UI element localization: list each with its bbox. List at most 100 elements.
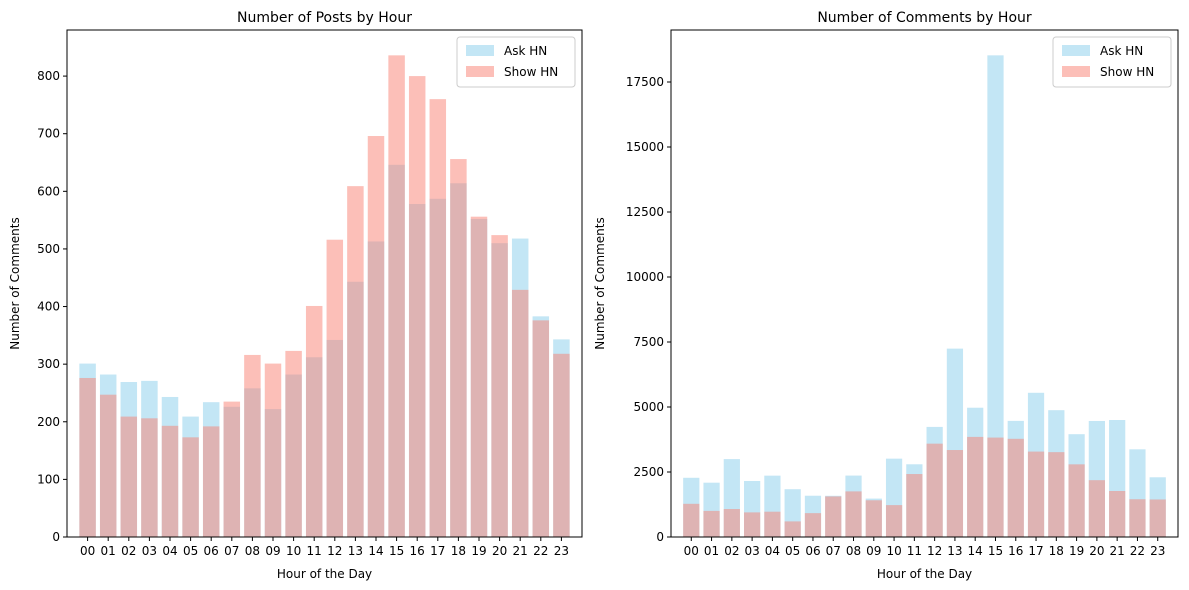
bar-show-hn <box>946 450 964 537</box>
x-axis-label: Hour of the Day <box>877 567 972 581</box>
chart-title: Number of Posts by Hour <box>237 10 412 26</box>
x-tick-label: 16 <box>410 544 425 558</box>
bar-show-hn <box>1068 464 1085 537</box>
bar-show-hn <box>967 436 984 537</box>
bar-show-hn <box>845 491 862 537</box>
bar-show-hn <box>926 443 943 537</box>
bar-show-hn <box>450 159 467 537</box>
x-tick-label: 06 <box>204 544 219 558</box>
bar-show-hn <box>744 512 761 537</box>
x-tick-label: 20 <box>1089 544 1104 558</box>
y-tick-label: 10000 <box>626 270 664 284</box>
bar-show-hn <box>326 239 344 538</box>
bar-show-hn <box>683 503 700 537</box>
bar-show-hn <box>1088 480 1105 537</box>
bar-show-hn <box>1129 499 1146 537</box>
x-tick-label: 21 <box>1110 544 1125 558</box>
y-tick-label: 0 <box>52 530 60 544</box>
y-tick-label: 15000 <box>626 140 664 154</box>
y-tick-label: 800 <box>37 69 60 83</box>
x-tick-label: 10 <box>286 544 301 558</box>
x-tick-label: 14 <box>368 544 383 558</box>
y-axis-label: Number of Comments <box>8 217 22 349</box>
x-tick-label: 05 <box>183 544 198 558</box>
x-tick-label: 17 <box>430 544 445 558</box>
y-tick-label: 2500 <box>633 465 664 479</box>
bar-show-hn <box>388 55 405 537</box>
x-tick-label: 00 <box>80 544 95 558</box>
bar-show-hn <box>182 437 199 537</box>
legend-swatch <box>466 66 494 77</box>
y-tick-label: 200 <box>37 415 60 429</box>
x-tick-label: 09 <box>866 544 881 558</box>
x-tick-label: 11 <box>307 544 322 558</box>
legend: Ask HN Show HN <box>1052 36 1172 88</box>
bar-show-hn <box>825 496 842 537</box>
x-tick-label: 09 <box>265 544 280 558</box>
axes-frame <box>66 29 583 538</box>
y-tick-label: 5000 <box>633 400 664 414</box>
legend-label: Show HN <box>1100 65 1154 79</box>
bar-show-hn <box>347 186 364 538</box>
x-tick-label: 18 <box>451 544 466 558</box>
y-tick-label: 0 <box>656 530 664 544</box>
legend-label: Ask HN <box>504 44 547 58</box>
bar-show-hn <box>244 354 261 537</box>
axes: 0 2500 5000 7500 10000 12500 15000 17500 00 01 02 0… <box>626 29 1179 558</box>
x-tick-label: 12 <box>927 544 942 558</box>
x-tick-label: 01 <box>101 544 116 558</box>
chart-title: Number of Comments by Hour <box>817 10 1032 26</box>
x-tick-label: 03 <box>744 544 759 558</box>
x-tick-label: 14 <box>968 544 983 558</box>
x-tick-label: 21 <box>513 544 528 558</box>
x-tick-label: 04 <box>765 544 780 558</box>
bar-show-hn <box>1007 438 1024 537</box>
y-tick-label: 300 <box>37 357 60 371</box>
y-tick-label: 500 <box>37 242 60 256</box>
bar-show-hn <box>161 425 179 537</box>
x-tick-label: 02 <box>121 544 136 558</box>
x-tick-label: 19 <box>471 544 486 558</box>
x-tick-label: 08 <box>245 544 260 558</box>
bar-show-hn <box>285 350 302 537</box>
chart-posts-by-hour: Number of Posts by Hour Hour of the Day … <box>8 10 583 581</box>
legend: Ask HN Show HN <box>456 36 576 88</box>
bar-show-hn <box>202 426 220 537</box>
x-tick-label: 15 <box>988 544 1003 558</box>
bars <box>79 55 570 538</box>
bar-show-hn <box>305 305 323 537</box>
x-tick-label: 03 <box>142 544 157 558</box>
x-tick-label: 13 <box>348 544 363 558</box>
bar-show-hn <box>1109 491 1126 537</box>
bar-show-hn <box>1149 499 1166 537</box>
y-tick-label: 600 <box>37 184 60 198</box>
bar-ask-hn <box>987 55 1004 537</box>
bar-show-hn <box>367 136 385 537</box>
x-tick-label: 05 <box>785 544 800 558</box>
y-tick-label: 12500 <box>626 205 664 219</box>
bar-show-hn <box>1048 452 1065 537</box>
y-tick-label: 17500 <box>626 75 664 89</box>
x-tick-label: 00 <box>684 544 699 558</box>
bar-show-hn <box>223 401 241 537</box>
bar-show-hn <box>906 474 923 537</box>
bar-show-hn <box>703 510 720 537</box>
axes: 0 100 200 300 400 500 600 700 800 00 01 02 03 04 05 06 0… <box>37 29 583 558</box>
x-tick-label: 16 <box>1008 544 1023 558</box>
bar-show-hn <box>764 511 781 537</box>
bar-show-hn <box>99 394 117 537</box>
bar-show-hn <box>784 521 801 537</box>
x-tick-label: 22 <box>1130 544 1145 558</box>
bar-show-hn <box>804 513 822 537</box>
bar-show-hn <box>408 76 426 537</box>
x-tick-label: 10 <box>886 544 901 558</box>
bar-show-hn <box>120 416 138 537</box>
bar-show-hn <box>511 289 529 537</box>
bar-show-hn <box>865 500 882 537</box>
x-tick-label: 23 <box>1150 544 1165 558</box>
bar-show-hn <box>532 320 550 537</box>
bar-show-hn <box>987 437 1004 537</box>
bar-show-hn <box>79 377 96 537</box>
x-tick-label: 07 <box>224 544 239 558</box>
